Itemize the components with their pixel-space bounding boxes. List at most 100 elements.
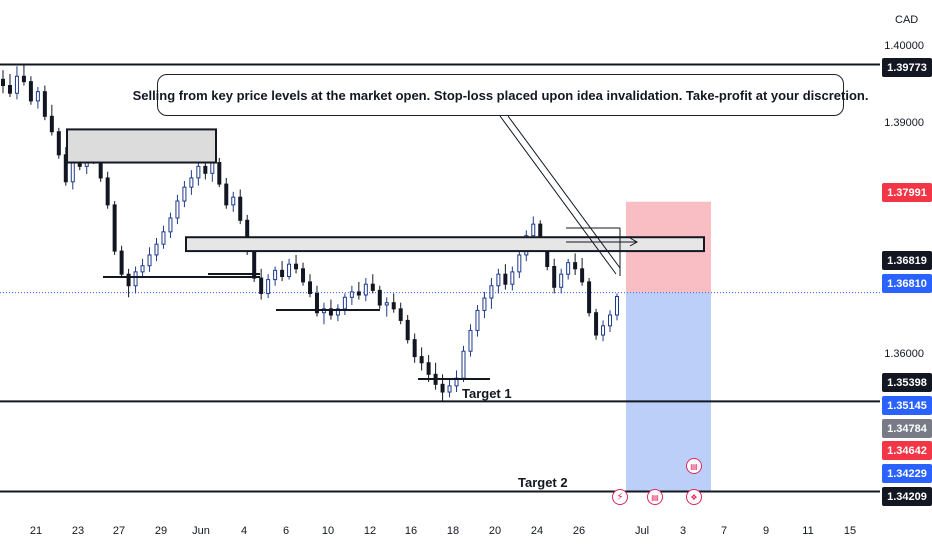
candle-body xyxy=(112,204,117,252)
price-tag[interactable]: 1.36819 xyxy=(882,251,932,270)
candle-body xyxy=(56,131,61,156)
time-tick-label: 16 xyxy=(404,525,418,537)
time-tick-label: 18 xyxy=(446,525,460,537)
candle-body xyxy=(419,356,424,364)
price-tag[interactable]: 1.34642 xyxy=(882,441,932,460)
candle-body xyxy=(14,75,19,94)
time-tick-label: 6 xyxy=(282,525,290,537)
price-tick-label: 1.39000 xyxy=(884,117,924,130)
time-tick-label: 29 xyxy=(154,525,168,537)
us-flag-icon[interactable]: ▤ xyxy=(686,458,702,474)
supply-zone-lower[interactable] xyxy=(185,236,705,253)
candle-body xyxy=(266,279,271,294)
price-tag[interactable]: 1.35145 xyxy=(882,396,932,415)
candle-body xyxy=(168,217,173,233)
price-tag[interactable]: 1.37991 xyxy=(882,183,932,202)
candle-body xyxy=(566,262,571,275)
price-tag[interactable]: 1.39773 xyxy=(882,58,932,77)
price-tick-label: 1.36000 xyxy=(884,348,924,361)
time-tick-label: 21 xyxy=(29,525,43,537)
candle-body xyxy=(7,85,12,94)
candle-body xyxy=(126,273,131,287)
candle-body xyxy=(140,265,145,273)
candle-body xyxy=(119,250,124,275)
candle-body xyxy=(210,162,215,174)
supply-zone-upper[interactable] xyxy=(66,128,217,164)
time-tick-label: 24 xyxy=(530,525,544,537)
candle-body xyxy=(147,254,152,267)
time-tick-label: 27 xyxy=(112,525,126,537)
time-tick-label: 9 xyxy=(762,525,770,537)
price-tag[interactable]: 1.34209 xyxy=(882,487,932,506)
candle-body xyxy=(580,268,585,283)
time-tick-label: 26 xyxy=(572,525,586,537)
time-tick-label: 15 xyxy=(843,525,857,537)
price-tick-label: 1.40000 xyxy=(884,40,924,52)
candle-body xyxy=(405,319,410,341)
price-tag[interactable]: 1.34784 xyxy=(882,419,932,438)
candle-body xyxy=(301,268,306,283)
candle-body xyxy=(335,308,340,316)
candle-body xyxy=(461,350,466,379)
candle-body xyxy=(412,339,417,358)
candle-body xyxy=(308,281,312,294)
callout-pointer xyxy=(507,115,621,269)
candle-body xyxy=(468,329,473,352)
target-label: Target 1 xyxy=(462,386,512,402)
candle-body xyxy=(175,200,180,219)
candle-body xyxy=(35,91,40,102)
target-label: Target 2 xyxy=(518,475,568,491)
currency-label[interactable]: CAD xyxy=(895,14,919,26)
candle-body xyxy=(370,283,375,291)
candle-body xyxy=(196,165,201,179)
candle-body xyxy=(1,78,5,87)
candle-body xyxy=(482,297,487,311)
candle-body xyxy=(587,281,592,314)
candle-body xyxy=(440,383,445,393)
candle-body xyxy=(133,271,138,287)
candle-body xyxy=(189,177,194,188)
idea-callout[interactable]: Selling from key price levels at the mar… xyxy=(133,74,868,116)
candle-body xyxy=(489,285,494,299)
time-tick-label: 11 xyxy=(802,525,814,537)
time-tick-label: 20 xyxy=(488,525,502,537)
candle-body xyxy=(328,308,333,316)
candle-body xyxy=(342,296,347,310)
candle-body xyxy=(601,325,606,336)
candle-body xyxy=(573,262,578,270)
candle-body xyxy=(377,289,382,306)
candle-body xyxy=(238,196,243,221)
time-tick-label: 10 xyxy=(321,525,335,537)
time-tick-label: 12 xyxy=(363,525,377,537)
candlestick-series xyxy=(1,63,619,402)
price-tag[interactable]: 1.35398 xyxy=(882,373,932,392)
candle-body xyxy=(287,263,292,278)
us-flag-icon[interactable]: ▤ xyxy=(647,489,663,505)
lightning-icon[interactable]: ⚡ xyxy=(612,489,628,505)
candle-body xyxy=(154,243,159,256)
candle-body xyxy=(28,81,33,102)
candle-body xyxy=(349,291,354,298)
candle-body xyxy=(552,265,557,288)
callout-pointer xyxy=(499,115,617,275)
candle-body xyxy=(559,273,564,288)
time-tick-label: 4 xyxy=(240,525,248,537)
candle-body xyxy=(224,183,229,206)
candle-body xyxy=(259,277,264,294)
ca-flag-icon[interactable]: ❖ xyxy=(686,489,702,505)
price-tag[interactable]: 1.34229 xyxy=(882,464,932,483)
candle-body xyxy=(182,186,187,202)
candle-body xyxy=(231,196,236,206)
candle-body xyxy=(105,177,110,206)
time-tick-label: Jun xyxy=(192,525,210,537)
candle-body xyxy=(517,254,522,273)
candle-body xyxy=(531,223,536,237)
price-tag[interactable]: 1.36810 xyxy=(882,274,932,293)
candle-body xyxy=(70,162,75,183)
candle-body xyxy=(21,75,26,83)
candle-body xyxy=(203,165,208,174)
candle-body xyxy=(314,292,319,314)
time-tick-label: 3 xyxy=(679,525,687,537)
